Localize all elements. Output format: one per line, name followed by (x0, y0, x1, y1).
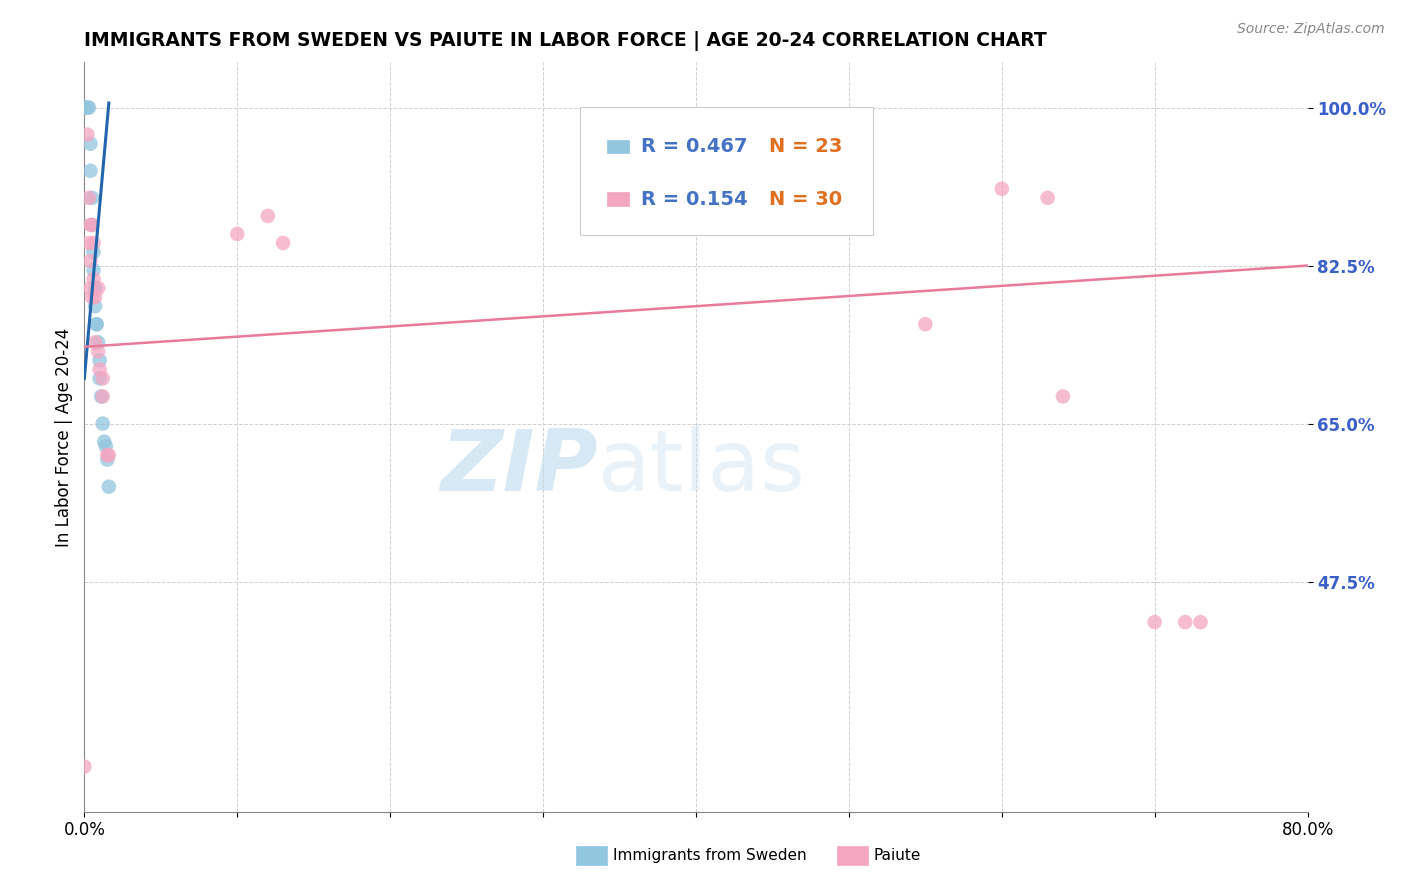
Point (80, 218, 103, 232)
Point (84, 290, 107, 304)
Point (79, 218, 101, 232)
Point (914, 317, 936, 331)
Point (89, 353, 111, 368)
Point (93, 434, 115, 449)
Point (97, 448, 120, 462)
Point (73, 101, 96, 115)
Point (84, 335, 107, 350)
Point (1189, 615, 1212, 629)
Text: R = 0.467: R = 0.467 (641, 136, 748, 156)
Point (83, 263, 105, 277)
Point (96, 452, 118, 467)
Text: R = 0.154: R = 0.154 (641, 190, 748, 209)
Point (271, 235, 294, 250)
Point (73, 759, 96, 773)
Point (91, 417, 114, 431)
FancyBboxPatch shape (606, 140, 628, 153)
Point (87, 335, 110, 350)
Point (77, 101, 100, 115)
Text: N = 23: N = 23 (769, 136, 842, 156)
Point (79, 281, 101, 295)
Point (226, 227, 249, 241)
Text: ZIP: ZIP (440, 425, 598, 508)
FancyBboxPatch shape (579, 107, 873, 235)
Point (97, 480, 120, 494)
Point (96, 448, 118, 462)
Point (73, 101, 96, 115)
Point (79, 163, 101, 178)
Point (84, 299, 107, 313)
Point (80, 290, 103, 304)
Point (89, 362, 111, 376)
Point (80, 191, 103, 205)
Point (1052, 389, 1074, 403)
Point (84, 281, 107, 295)
Point (83, 272, 105, 286)
Point (79, 136, 101, 151)
Point (86, 317, 108, 331)
Text: Paiute: Paiute (873, 848, 921, 863)
Y-axis label: In Labor Force | Age 20-24: In Labor Force | Age 20-24 (55, 327, 73, 547)
Point (1036, 191, 1059, 205)
Point (90, 389, 112, 403)
Point (77, 191, 100, 205)
Text: IMMIGRANTS FROM SWEDEN VS PAIUTE IN LABOR FORCE | AGE 20-24 CORRELATION CHART: IMMIGRANTS FROM SWEDEN VS PAIUTE IN LABO… (84, 31, 1047, 51)
Text: Source: ZipAtlas.com: Source: ZipAtlas.com (1237, 22, 1385, 37)
Point (91, 371, 114, 385)
Point (79, 254, 101, 268)
Point (91, 389, 114, 403)
Point (80, 218, 103, 232)
FancyBboxPatch shape (606, 193, 628, 206)
Point (86, 317, 108, 331)
Point (87, 344, 110, 359)
Text: N = 30: N = 30 (769, 190, 842, 209)
Text: Immigrants from Sweden: Immigrants from Sweden (613, 848, 807, 863)
Point (89, 371, 111, 385)
Point (77, 235, 100, 250)
Point (76, 128, 98, 142)
Text: atlas: atlas (598, 425, 806, 508)
Point (83, 235, 105, 250)
Point (991, 182, 1014, 196)
Point (1174, 615, 1197, 629)
Point (83, 245, 105, 260)
Point (87, 281, 110, 295)
Point (76, 101, 98, 115)
Point (257, 209, 280, 223)
Point (1143, 615, 1166, 629)
Point (94, 439, 117, 453)
